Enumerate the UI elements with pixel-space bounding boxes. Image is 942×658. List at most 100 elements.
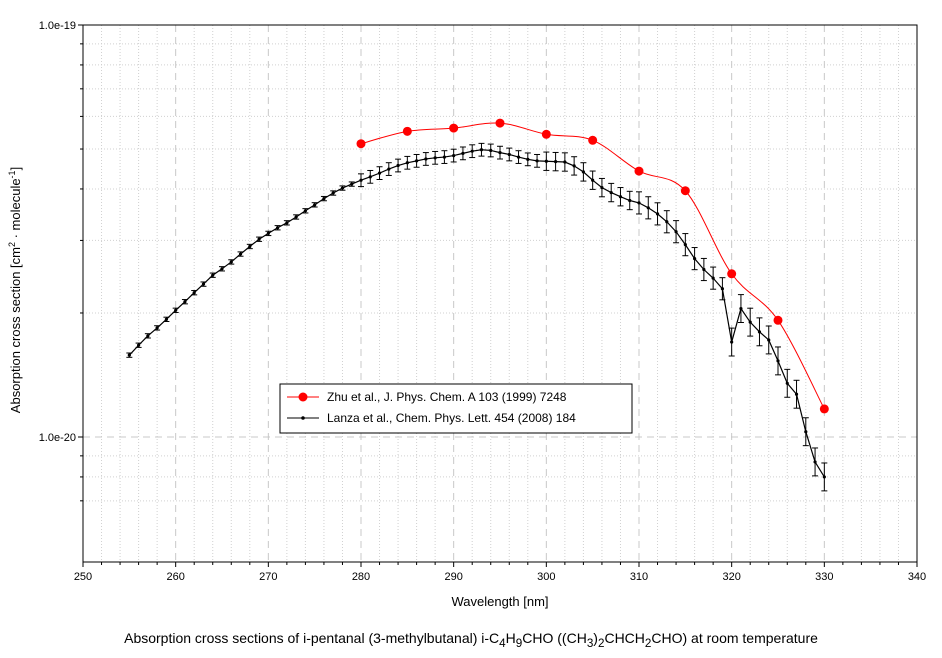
legend-box [279, 383, 633, 434]
lanza-point [322, 197, 326, 201]
lanza-point [609, 190, 613, 195]
lanza-point [294, 215, 298, 219]
x-tick-label: 280 [352, 571, 370, 583]
x-tick-label: 300 [537, 571, 555, 583]
lanza-point [767, 338, 771, 342]
y-axis: 1.0e-19 1.0e-20 [39, 20, 83, 502]
lanza-point [433, 156, 437, 160]
lanza-point [702, 267, 706, 272]
lanza-point [618, 195, 623, 199]
lanza-point [201, 282, 206, 286]
lanza-point [331, 191, 335, 195]
lanza-point [452, 153, 456, 158]
lanza-point [822, 475, 826, 479]
x-tick-label: 290 [444, 571, 462, 583]
zhu-point [449, 123, 459, 133]
zhu-point [819, 404, 829, 414]
lanza-point [748, 320, 752, 324]
x-tick-label: 260 [166, 571, 184, 583]
lanza-point [424, 157, 428, 161]
lanza-point [313, 203, 317, 207]
lanza-point [377, 171, 382, 175]
lanza-point [276, 226, 280, 230]
zhu-point [495, 118, 505, 128]
lanza-point [813, 460, 817, 464]
lanza-point [554, 160, 558, 164]
y-tick-label: 1.0e-20 [39, 432, 76, 444]
zhu-line [360, 122, 825, 410]
zhu-point [773, 315, 783, 325]
lanza-point [720, 287, 725, 291]
lanza-point [646, 206, 650, 210]
lanza-point [665, 220, 669, 224]
lanza-point [739, 306, 743, 311]
lanza-point [285, 221, 289, 225]
grid-lines [83, 25, 917, 562]
lanza-point [220, 267, 224, 271]
lanza-point [479, 148, 484, 152]
lanza-point [211, 273, 215, 277]
lanza-point [544, 159, 548, 163]
series-lanza [126, 142, 828, 492]
zhu-point [541, 129, 551, 139]
lanza-point [526, 157, 530, 161]
zhu-point [402, 126, 412, 136]
zhu-point [588, 135, 598, 145]
lanza-point [350, 182, 354, 186]
lanza-point [405, 161, 409, 165]
lanza-point [470, 149, 474, 153]
series-zhu [356, 118, 829, 414]
zhu-point [727, 269, 737, 279]
x-tick-label: 270 [259, 571, 277, 583]
lanza-point [396, 163, 400, 168]
lanza-point [498, 151, 502, 155]
lanza-point [563, 160, 567, 164]
legend-lanza-marker [301, 416, 305, 420]
y-tick-label: 1.0e-19 [39, 20, 76, 32]
lanza-point [137, 343, 141, 347]
lanza-point [368, 175, 372, 179]
lanza-point [785, 381, 789, 385]
lanza-point [776, 359, 780, 363]
lanza-point [257, 237, 261, 241]
lanza-point [229, 260, 233, 264]
figure-caption: Absorption cross sections of i-pentanal … [124, 630, 818, 650]
lanza-point [693, 257, 697, 261]
x-axis: 250 260 270 280 290 300 310 320 330 340 [74, 562, 926, 583]
lanza-point [711, 276, 715, 280]
lanza-point [683, 243, 687, 247]
x-axis-title: Wavelength [nm] [451, 594, 548, 609]
lanza-point [535, 159, 539, 163]
lanza-point [192, 291, 196, 295]
lanza-point [655, 212, 660, 216]
lanza-point [359, 178, 363, 182]
zhu-point [356, 139, 366, 149]
lanza-point [183, 300, 187, 304]
lanza-point [507, 152, 511, 157]
lanza-point [266, 231, 270, 236]
lanza-point [387, 167, 391, 171]
lanza-point [628, 198, 632, 203]
x-tick-label: 250 [74, 571, 92, 583]
lanza-point [340, 186, 345, 190]
legend: Zhu et al., J. Phys. Chem. A 103 (1999) … [279, 383, 633, 434]
zhu-point [634, 166, 644, 176]
lanza-point [794, 392, 799, 396]
y-axis-title: Absorption cross section [cm2 · molecule… [7, 167, 23, 413]
x-tick-label: 330 [815, 571, 833, 583]
lanza-point [757, 330, 762, 334]
lanza-point [461, 151, 465, 155]
lanza-point [174, 308, 178, 312]
lanza-point [415, 159, 419, 163]
x-tick-label: 310 [630, 571, 648, 583]
lanza-point [804, 430, 808, 434]
lanza-point [572, 164, 576, 168]
lanza-line [128, 149, 825, 478]
lanza-point [489, 148, 493, 153]
lanza-point [238, 252, 243, 256]
lanza-point [674, 230, 678, 234]
lanza-point [637, 201, 641, 205]
x-tick-label: 340 [908, 571, 926, 583]
lanza-point [730, 340, 734, 344]
